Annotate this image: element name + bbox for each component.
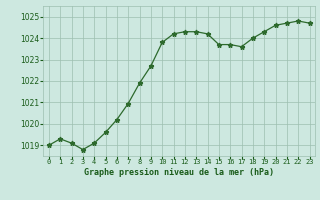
X-axis label: Graphe pression niveau de la mer (hPa): Graphe pression niveau de la mer (hPa) — [84, 168, 274, 177]
